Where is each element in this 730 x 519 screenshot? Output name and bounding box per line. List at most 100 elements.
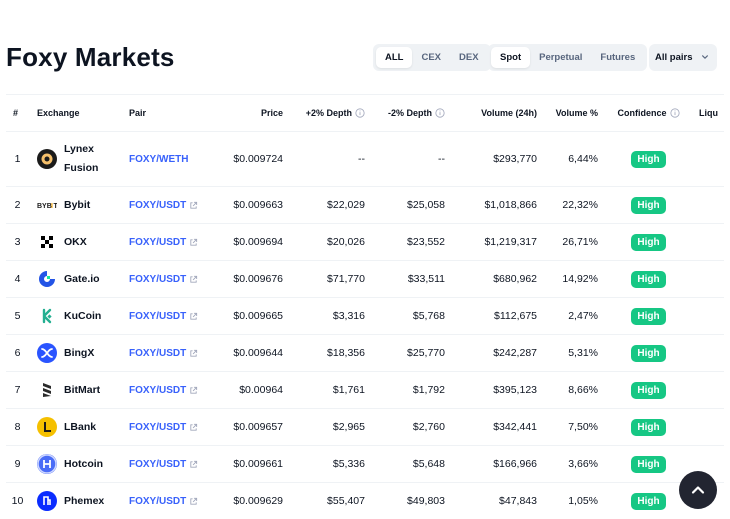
volume-cell: $1,219,317 [484, 236, 537, 248]
external-link-icon[interactable] [189, 423, 198, 432]
price-cell: $0.009676 [233, 273, 283, 285]
exchange-cell[interactable]: Gate.io [29, 261, 121, 298]
exchange-cell[interactable]: KuCoin [29, 298, 121, 335]
volume-cell: $166,966 [493, 458, 537, 470]
volume-cell: $395,123 [493, 384, 537, 396]
volume-pct-cell: 7,50% [568, 421, 598, 433]
pair-cell: FOXY/USDT [121, 335, 216, 372]
liquidity-cell [691, 409, 724, 446]
svg-text:BYB: BYB [37, 203, 52, 209]
pair-cell: FOXY/USDT [121, 187, 216, 224]
table-row[interactable]: 5 KuCoin FOXY/USDT $0.009665 $3,316 $5,768 $11… [6, 298, 724, 335]
depth-minus-cell: $33,511 [407, 273, 445, 285]
pair-link[interactable]: FOXY/USDT [129, 459, 198, 470]
table-row[interactable]: 3 OKX FOXY/USDT $0.009694 $20,026 $23,552 $1,2… [6, 224, 724, 261]
table-row[interactable]: 10 Phemex FOXY/USDT $0.009629 $55,407 $49,803… [6, 483, 724, 519]
markets-table-container[interactable]: # Exchange Pair Price +2% Depth -2% Dept… [6, 94, 724, 519]
volume-cell: $293,770 [493, 153, 537, 165]
external-link-icon[interactable] [189, 201, 198, 210]
pair-link[interactable]: FOXY/USDT [129, 385, 198, 396]
pairs-dropdown[interactable]: All pairs [649, 44, 717, 71]
header-exchange[interactable]: Exchange [37, 108, 80, 118]
volume-pct-cell: 1,05% [568, 495, 598, 507]
exchange-cell[interactable]: BYB I T Bybit [29, 187, 121, 224]
exchange-cell[interactable]: BitMart [29, 372, 121, 409]
depth-plus-cell: $5,336 [332, 458, 365, 470]
pair-label: FOXY/USDT [129, 311, 187, 322]
pair-link[interactable]: FOXY/USDT [129, 422, 198, 433]
filter-all-button[interactable]: ALL [376, 47, 413, 68]
header-confidence-label: Confidence [617, 108, 667, 118]
table-row[interactable]: 9 Hotcoin FOXY/USDT $0.009661 $5,336 $5,648 $1… [6, 446, 724, 483]
depth-plus-cell: $2,965 [332, 421, 365, 433]
confidence-badge: High [631, 455, 666, 473]
filter-perpetual-button[interactable]: Perpetual [539, 52, 583, 63]
svg-text:T: T [54, 203, 58, 209]
pair-link[interactable]: FOXY/WETH [129, 154, 188, 165]
table-row[interactable]: 8 LBank FOXY/USDT $0.009657 $2,965 $2,760 $342… [6, 409, 724, 446]
exchange-cell[interactable]: LBank [29, 409, 121, 446]
exchange-cell[interactable]: Hotcoin [29, 446, 121, 483]
header-confidence[interactable]: Confidence [606, 95, 691, 132]
confidence-cell: High [606, 187, 691, 224]
pair-link[interactable]: FOXY/USDT [129, 311, 198, 322]
pair-link[interactable]: FOXY/USDT [129, 348, 198, 359]
exchange-name: Gate.io [64, 272, 100, 285]
pair-link[interactable]: FOXY/USDT [129, 200, 198, 211]
confidence-badge: High [631, 381, 666, 399]
exchange-name: Phemex [64, 494, 105, 507]
filter-cex-button[interactable]: CEX [421, 52, 442, 63]
pair-cell: FOXY/USDT [121, 446, 216, 483]
table-row[interactable]: 2 BYB I T Bybit FOXY/USDT $0.009663 $22,029 $25,… [6, 187, 724, 224]
table-header-row: # Exchange Pair Price +2% Depth -2% Dept… [6, 94, 724, 132]
header-depth-minus[interactable]: -2% Depth [373, 95, 453, 132]
external-link-icon[interactable] [189, 312, 198, 321]
confidence-cell: High [606, 483, 691, 519]
exchange-cell[interactable]: Lynex Fusion [29, 132, 121, 187]
header-liquidity[interactable]: Liqu [699, 108, 718, 118]
external-link-icon[interactable] [189, 497, 198, 506]
filter-spot-button[interactable]: Spot [491, 47, 531, 68]
header-volume[interactable]: Volume (24h) [481, 108, 537, 118]
depth-minus-cell: -- [438, 153, 445, 165]
exchange-cell[interactable]: Phemex [29, 483, 121, 519]
exchange-cell[interactable]: BingX [29, 335, 121, 372]
info-circle-icon[interactable] [355, 108, 365, 118]
depth-plus-cell: $71,770 [327, 273, 365, 285]
price-cell: $0.009661 [233, 458, 283, 470]
table-row[interactable]: 1 Lynex Fusion FOXY/WETH $0.009724 -- -- $293,… [6, 132, 724, 187]
info-circle-icon[interactable] [669, 108, 680, 118]
filter-futures-button[interactable]: Futures [600, 52, 636, 63]
header-pair: Pair [129, 108, 147, 118]
external-link-icon[interactable] [189, 275, 198, 284]
pair-link[interactable]: FOXY/USDT [129, 496, 198, 507]
confidence-badge: High [631, 344, 666, 362]
table-row[interactable]: 4 Gate.io FOXY/USDT $0.009676 $71,770 $33,511… [6, 261, 724, 298]
price-cell: $0.009657 [233, 421, 283, 433]
depth-plus-cell: $55,407 [327, 495, 365, 507]
exchange-cell[interactable]: OKX [29, 224, 121, 261]
filter-dex-button[interactable]: DEX [459, 52, 479, 63]
external-link-icon[interactable] [189, 238, 198, 247]
pair-cell: FOXY/USDT [121, 409, 216, 446]
pair-link[interactable]: FOXY/USDT [129, 237, 198, 248]
header-depth-plus[interactable]: +2% Depth [291, 95, 373, 132]
table-row[interactable]: 6 BingX FOXY/USDT $0.009644 $18,356 $25,770 $2… [6, 335, 724, 372]
row-rank: 3 [14, 236, 21, 248]
external-link-icon[interactable] [189, 460, 198, 469]
table-row[interactable]: 7 BitMart FOXY/USDT $0.00964 $1,761 $1,792 $39… [6, 372, 724, 409]
pair-link[interactable]: FOXY/USDT [129, 274, 198, 285]
row-rank: 7 [14, 384, 21, 396]
confidence-cell: High [606, 261, 691, 298]
info-circle-icon[interactable] [435, 108, 445, 118]
pair-label: FOXY/USDT [129, 200, 187, 211]
header-price[interactable]: Price [260, 108, 283, 118]
external-link-icon[interactable] [189, 349, 198, 358]
depth-minus-cell: $2,760 [412, 421, 445, 433]
external-link-icon[interactable] [189, 386, 198, 395]
header-volume-pct[interactable]: Volume % [555, 108, 598, 118]
depth-plus-cell: $1,761 [332, 384, 365, 396]
liquidity-cell [691, 187, 724, 224]
scroll-to-top-button[interactable] [679, 471, 717, 509]
pair-label: FOXY/USDT [129, 385, 187, 396]
